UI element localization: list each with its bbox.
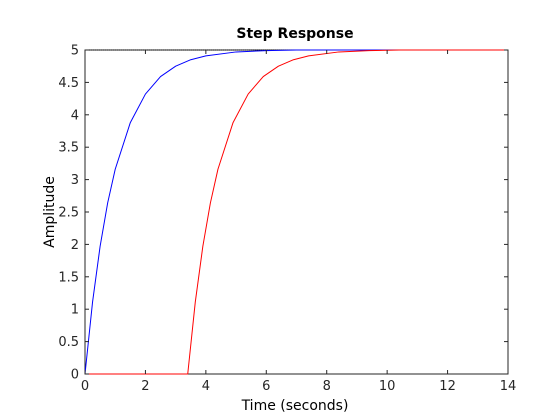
x-tick-label: 2 — [141, 379, 149, 394]
y-tick-label: 0 — [71, 368, 79, 383]
x-tick-label: 8 — [323, 379, 331, 394]
x-tick-label: 12 — [439, 379, 456, 394]
x-tick-label: 4 — [202, 379, 210, 394]
x-tick-label: 10 — [379, 379, 396, 394]
y-tick-label: 5 — [71, 44, 79, 59]
x-axis: 0 2 4 6 8 10 12 14 — [81, 50, 516, 394]
y-axis: 0 0.5 1 1.5 2 2.5 3 3.5 4 4.5 5 — [58, 44, 508, 383]
y-tick-label: 2 — [71, 238, 79, 253]
y-tick-label: 4 — [71, 108, 79, 123]
y-tick-label: 1.5 — [58, 270, 79, 285]
series-layer — [84, 49, 508, 375]
series-line-1 — [84, 49, 508, 375]
plot-area — [84, 49, 509, 375]
chart-title: Step Response — [236, 26, 353, 42]
series-line-2 — [85, 49, 508, 375]
y-tick-label: 4.5 — [58, 76, 79, 91]
x-tick-label: 6 — [262, 379, 270, 394]
x-axis-label: Time (seconds) — [241, 398, 349, 414]
y-tick-label: 2.5 — [58, 206, 79, 221]
x-tick-label: 14 — [500, 379, 517, 394]
y-axis-label: Amplitude — [42, 176, 58, 248]
y-tick-label: 3 — [71, 173, 79, 188]
y-tick-label: 3.5 — [58, 141, 79, 156]
y-tick-label: 0.5 — [58, 335, 79, 350]
y-tick-label: 1 — [71, 303, 79, 318]
x-tick-label: 0 — [81, 379, 89, 394]
